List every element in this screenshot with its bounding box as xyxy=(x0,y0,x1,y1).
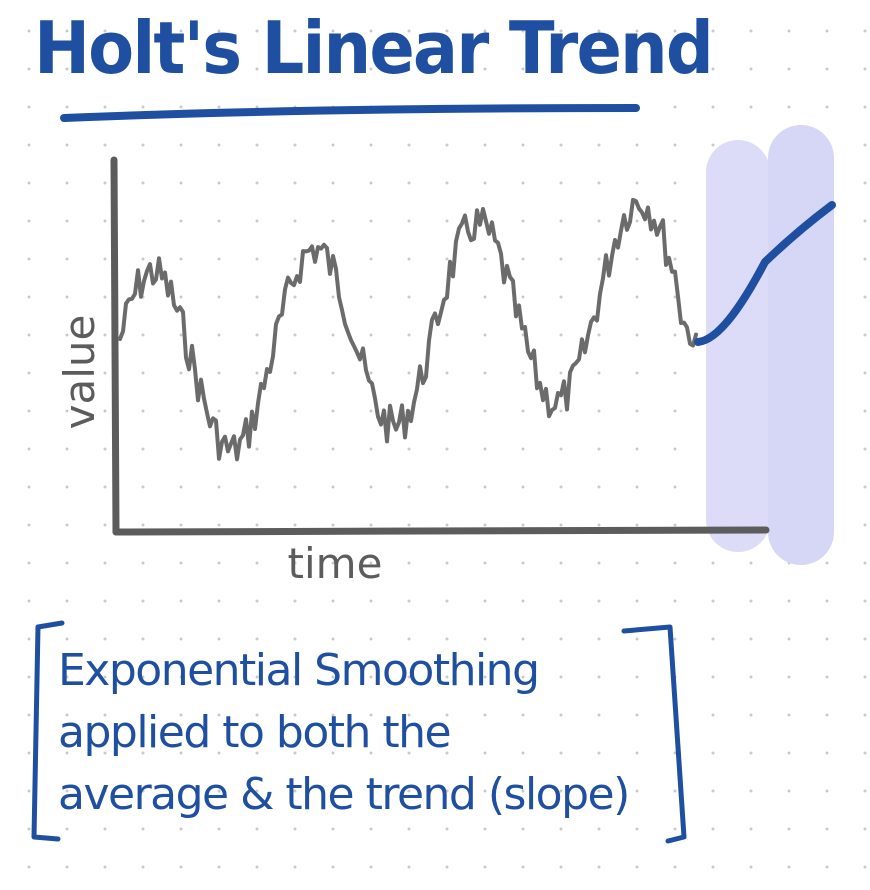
x-axis-label: time xyxy=(288,539,383,588)
right-bracket-icon xyxy=(621,624,687,844)
forecast-band-1 xyxy=(706,140,770,552)
left-bracket-icon xyxy=(31,620,65,842)
note-line-3: average & the trend (slope) xyxy=(58,769,630,820)
forecast-band-2 xyxy=(768,125,834,565)
data-series-line xyxy=(118,197,698,462)
x-axis xyxy=(112,526,770,536)
title-underline xyxy=(60,104,640,122)
y-axis xyxy=(110,156,120,536)
note-line-1: Exponential Smoothing xyxy=(58,645,540,696)
note-text: Exponential Smoothing applied to both th… xyxy=(58,640,658,826)
y-axis-label: value xyxy=(55,315,104,430)
forecast-trend-line xyxy=(694,201,836,346)
page-title: Holt's Linear Trend xyxy=(34,6,714,90)
note-line-2: applied to both the xyxy=(58,707,452,758)
note-brackets xyxy=(31,620,687,844)
